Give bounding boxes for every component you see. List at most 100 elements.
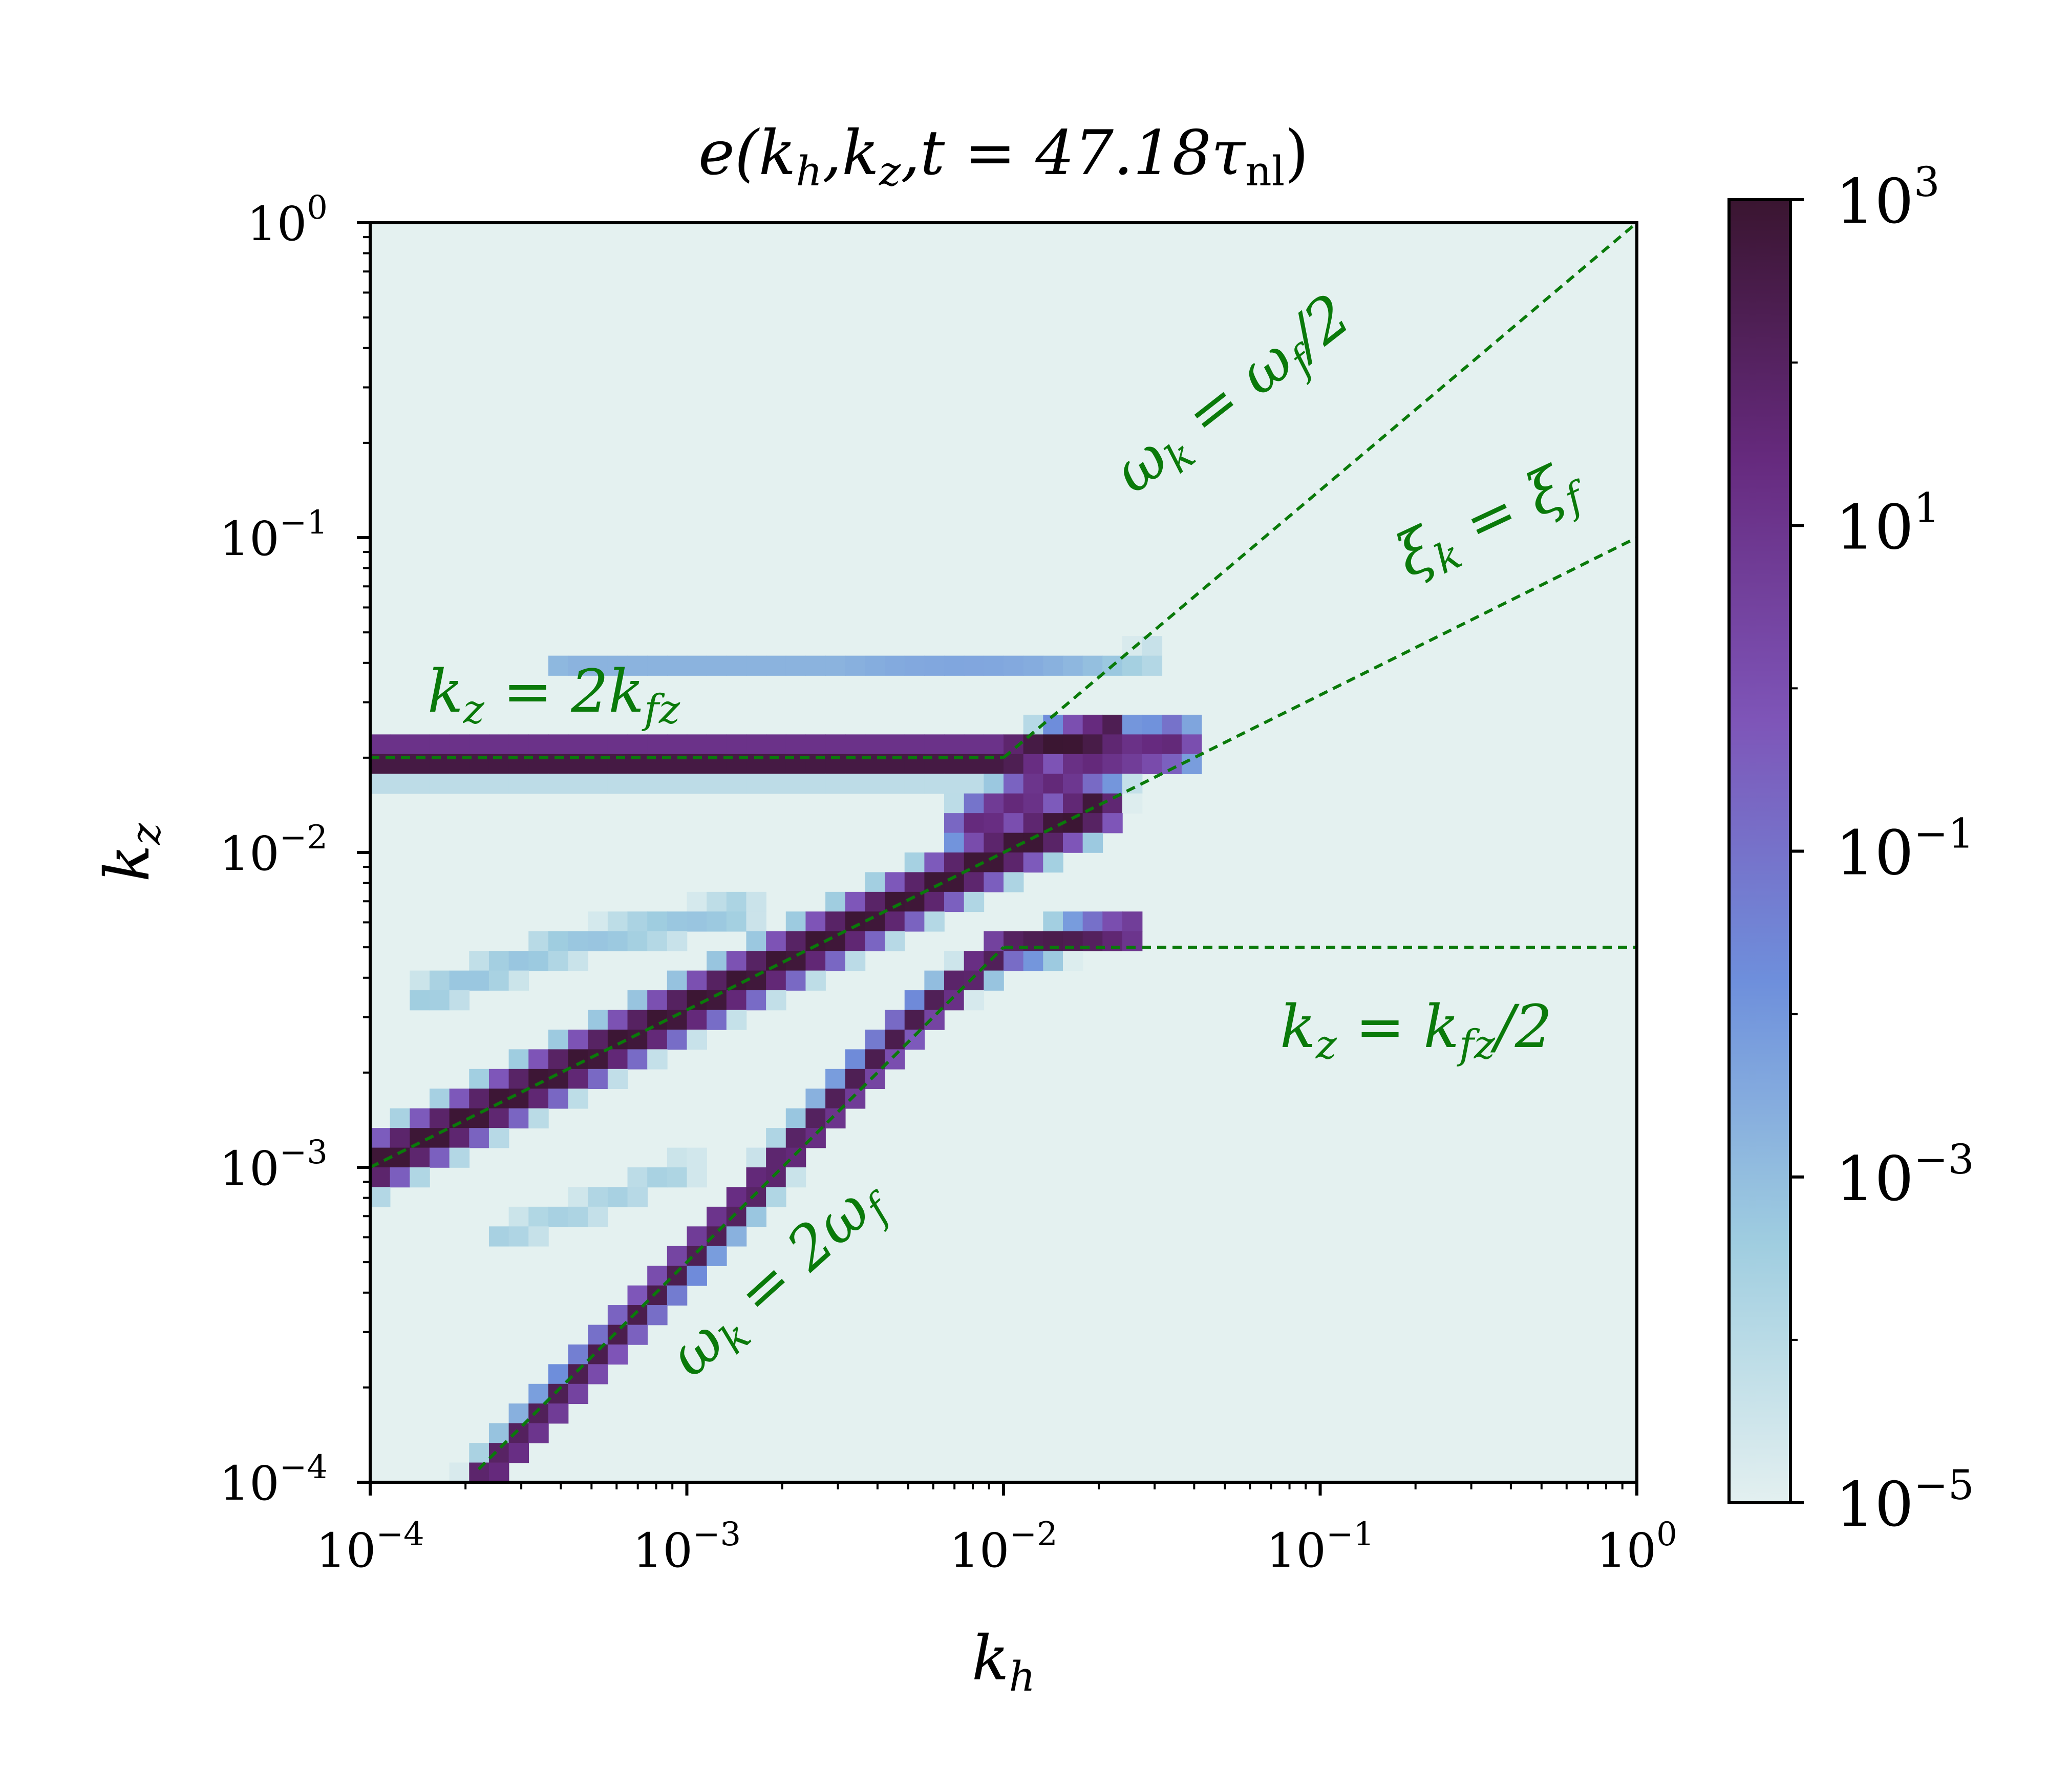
heatmap-cell: [845, 1089, 866, 1109]
heatmap-cell: [904, 852, 925, 873]
heatmap-cell: [528, 1206, 549, 1227]
heatmap-cell: [904, 1010, 925, 1030]
heatmap-cell: [984, 793, 1004, 814]
heatmap-cell: [924, 970, 945, 991]
colorbar-gradient: [1727, 198, 1792, 1504]
heatmap-cell: [647, 931, 668, 951]
heatmap-cell: [1062, 833, 1083, 853]
heatmap-cell: [865, 911, 885, 932]
heatmap-cell: [904, 774, 925, 794]
heatmap-cell: [766, 734, 786, 755]
heatmap-cell: [1142, 734, 1163, 755]
heatmap-cell: [944, 774, 965, 794]
reference-line-label: kz = 2kfz: [428, 657, 680, 733]
heatmap-cell: [588, 1069, 608, 1090]
heatmap-cell: [805, 1089, 826, 1109]
heatmap-cell: [429, 990, 450, 1011]
heatmap-cell: [785, 1128, 806, 1148]
heatmap-cell: [1181, 754, 1202, 775]
heatmap-cell: [588, 734, 608, 755]
heatmap-cell: [667, 970, 688, 991]
x-axis: 10−4 10−3 10−2 10−1 100: [316, 1482, 1677, 1578]
heatmap-cell: [805, 774, 826, 794]
heatmap-cell: [1043, 911, 1063, 932]
heatmap-cell: [964, 891, 985, 912]
heatmap-cell: [964, 833, 985, 853]
heatmap-cell: [627, 911, 648, 932]
heatmap-cell: [627, 774, 648, 794]
heatmap-cell: [429, 734, 450, 755]
heatmap-cell: [488, 1443, 509, 1463]
heatmap-cell: [548, 1383, 569, 1404]
heatmap-cell: [548, 655, 569, 676]
heatmap-cell: [1023, 951, 1044, 971]
heatmap-cell: [1142, 714, 1163, 735]
heatmap-cell: [885, 774, 905, 794]
heatmap-cell: [390, 1167, 411, 1188]
heatmap-cell: [924, 891, 945, 912]
heatmap-cell: [607, 931, 628, 951]
heatmap-cell: [488, 1089, 509, 1109]
heatmap-cell: [707, 891, 727, 912]
heatmap-cell: [548, 1049, 569, 1070]
heatmap-cell: [568, 1206, 589, 1227]
heatmap-cell: [370, 774, 391, 794]
heatmap-cell: [865, 1029, 885, 1050]
heatmap-cell: [825, 931, 846, 951]
heatmap-cell: [1102, 734, 1123, 755]
heatmap-cell: [410, 734, 430, 755]
heatmap-cell: [944, 655, 965, 676]
heatmap-cell: [687, 774, 707, 794]
heatmap-cell: [825, 655, 846, 676]
heatmap-cell: [1004, 813, 1024, 834]
heatmap-cell: [627, 1187, 648, 1207]
heatmap-cell: [904, 1029, 925, 1050]
heatmap-cell: [528, 931, 549, 951]
heatmap-cell: [825, 911, 846, 932]
heatmap-cell: [924, 655, 945, 676]
y-tick-label: 10−4: [220, 1448, 328, 1511]
heatmap-cell: [1082, 754, 1103, 775]
heatmap-cell: [390, 734, 411, 755]
heatmap-cell: [647, 734, 668, 755]
heatmap-cell: [1122, 911, 1143, 932]
heatmap-cell: [588, 1187, 608, 1207]
heatmap-cell: [984, 872, 1004, 892]
heatmap-cell: [904, 891, 925, 912]
heatmap-cell: [667, 1147, 688, 1168]
heatmap-cell: [865, 931, 885, 951]
colorbar-tick-label: 101: [1836, 484, 1940, 563]
heatmap-cell: [508, 970, 529, 991]
heatmap-cell: [984, 655, 1004, 676]
heatmap-cell: [1004, 793, 1024, 814]
heatmap-cell: [1004, 852, 1024, 873]
heatmap-cell: [1023, 655, 1044, 676]
heatmap-cell: [845, 931, 866, 951]
heatmap-cell: [1162, 734, 1182, 755]
heatmap-cell: [904, 911, 925, 932]
y-tick-label: 100: [247, 189, 328, 251]
heatmap-cell: [726, 655, 747, 676]
heatmap-cell: [528, 1403, 549, 1424]
heatmap-cell: [607, 1187, 628, 1207]
heatmap-cell: [568, 1089, 589, 1109]
heatmap-cell: [825, 1069, 846, 1090]
heatmap-cell: [1023, 734, 1044, 755]
heatmap-cell: [588, 1029, 608, 1050]
heatmap-cell: [568, 1049, 589, 1070]
heatmap-cell: [1043, 734, 1063, 755]
heatmap-cell: [508, 1423, 529, 1443]
heatmap-cell: [687, 1167, 707, 1188]
heatmap-cell: [726, 1187, 747, 1207]
heatmap-cell: [687, 1010, 707, 1030]
heatmap-cell: [766, 774, 786, 794]
heatmap-cell: [707, 1010, 727, 1030]
heatmap-cell: [607, 655, 628, 676]
heatmap-cell: [1102, 714, 1123, 735]
heatmap-cell: [469, 970, 489, 991]
heatmap-cell: [588, 1325, 608, 1345]
heatmap-cell: [845, 1069, 866, 1090]
heatmap-cell: [469, 1089, 489, 1109]
heatmap-cell: [746, 734, 766, 755]
heatmap-cell: [390, 1147, 411, 1168]
